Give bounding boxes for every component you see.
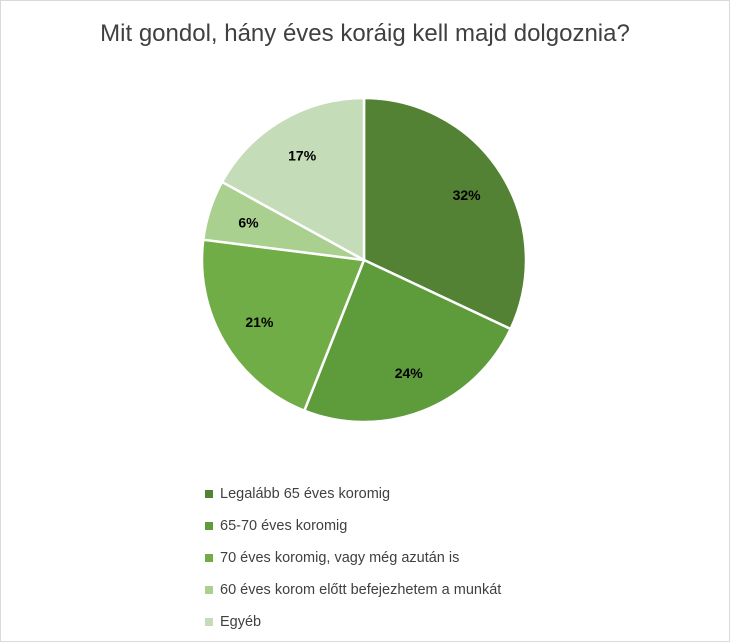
- data-label: 24%: [395, 365, 424, 381]
- legend-swatch: [205, 522, 213, 530]
- legend-label: 65-70 éves koromig: [220, 518, 348, 534]
- legend-label: Legalább 65 éves koromig: [220, 486, 391, 502]
- legend-label: 70 éves koromig, vagy még azután is: [220, 550, 460, 566]
- legend: Legalább 65 éves koromig 65-70 éves korom…: [205, 478, 501, 638]
- data-label: 21%: [245, 314, 274, 330]
- pie-slice: [303, 258, 512, 424]
- legend-item: 60 éves korom előtt befejezhetem a munká…: [205, 574, 501, 606]
- data-label: 32%: [453, 187, 482, 203]
- legend-label: Egyéb: [220, 614, 262, 630]
- legend-swatch: [205, 618, 213, 626]
- pie-slice: [362, 96, 528, 331]
- legend-item: 70 éves koromig, vagy még azután is: [205, 542, 501, 574]
- data-label: 17%: [288, 147, 317, 163]
- legend-item: 65-70 éves koromig: [205, 510, 501, 542]
- legend-swatch: [205, 586, 213, 594]
- legend-item: Legalább 65 éves koromig: [205, 478, 501, 510]
- legend-item: Egyéb: [205, 606, 501, 638]
- legend-label: 60 éves korom előtt befejezhetem a munká…: [220, 582, 502, 598]
- legend-swatch: [205, 490, 213, 498]
- pie-slice: [200, 238, 366, 412]
- chart-title: Mit gondol, hány éves koráig kell majd d…: [100, 20, 630, 47]
- pie-slice: [220, 96, 366, 262]
- legend-swatch: [205, 554, 213, 562]
- data-label: 6%: [238, 214, 259, 230]
